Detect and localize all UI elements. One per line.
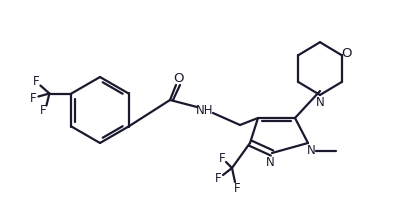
Text: O: O xyxy=(342,47,352,60)
Text: N: N xyxy=(315,97,324,110)
Text: NH: NH xyxy=(196,103,214,116)
Text: F: F xyxy=(30,92,37,105)
Text: F: F xyxy=(40,104,47,117)
Text: F: F xyxy=(234,181,240,194)
Text: N: N xyxy=(307,145,315,157)
Text: O: O xyxy=(173,71,183,84)
Text: N: N xyxy=(265,156,274,168)
Text: F: F xyxy=(215,172,221,184)
Text: F: F xyxy=(33,75,40,88)
Text: F: F xyxy=(219,151,225,165)
